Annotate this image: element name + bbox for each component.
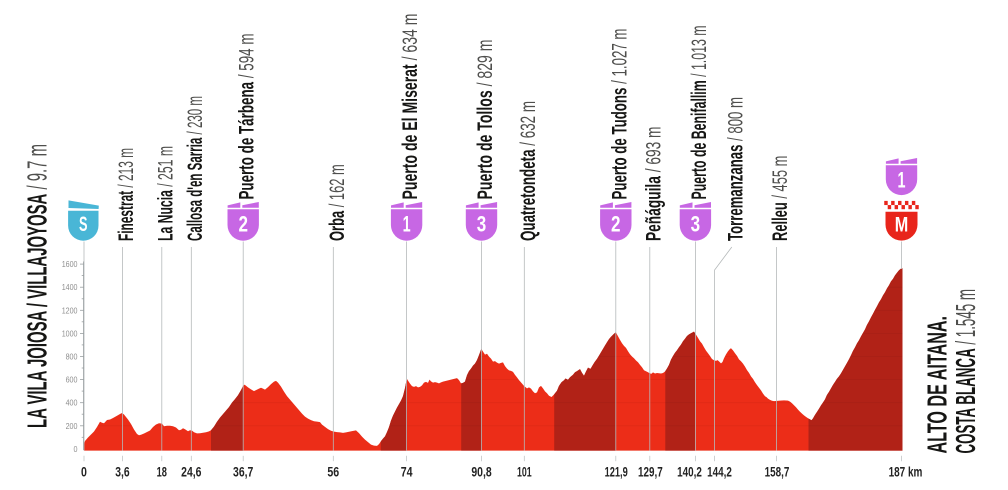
- svg-text:101: 101: [517, 464, 532, 480]
- svg-text:La Nucia / 251 m: La Nucia / 251 m: [154, 146, 177, 241]
- svg-text:158,7: 158,7: [765, 464, 790, 480]
- svg-text:Torremanzanas / 800 m: Torremanzanas / 800 m: [724, 97, 747, 241]
- svg-text:144,2: 144,2: [707, 464, 732, 480]
- svg-text:0: 0: [81, 464, 87, 480]
- svg-text:3: 3: [477, 211, 487, 236]
- svg-text:Quatretondeta / 632 m: Quatretondeta / 632 m: [517, 101, 540, 241]
- svg-text:Puerto de Benifallim / 1.013 m: Puerto de Benifallim / 1.013 m: [688, 26, 711, 200]
- svg-text:2: 2: [238, 211, 248, 236]
- svg-text:Callosa d'en Sarria / 230 m: Callosa d'en Sarria / 230 m: [184, 96, 207, 241]
- svg-text:400: 400: [66, 399, 78, 408]
- svg-text:Peñáguila / 693 m: Peñáguila / 693 m: [642, 127, 665, 241]
- svg-text:121,9: 121,9: [605, 464, 628, 480]
- svg-text:1: 1: [403, 211, 411, 236]
- svg-text:Finestrat / 213 m: Finestrat / 213 m: [115, 148, 138, 241]
- svg-text:2: 2: [611, 211, 621, 236]
- svg-text:36,7: 36,7: [233, 464, 253, 480]
- svg-text:M: M: [895, 214, 909, 237]
- svg-text:56: 56: [327, 464, 339, 480]
- svg-text:18: 18: [157, 464, 167, 480]
- svg-text:800: 800: [66, 353, 78, 362]
- svg-text:1600: 1600: [62, 260, 78, 269]
- svg-text:Relleu / 455 m: Relleu / 455 m: [769, 156, 792, 241]
- svg-text:S: S: [79, 213, 88, 236]
- svg-text:Puerto de Tollos / 829 m: Puerto de Tollos / 829 m: [474, 40, 497, 200]
- svg-text:1000: 1000: [62, 329, 78, 338]
- svg-text:187 km: 187 km: [889, 464, 923, 480]
- svg-text:129,7: 129,7: [638, 464, 663, 480]
- svg-text:3,6: 3,6: [115, 464, 130, 480]
- svg-text:LA VILA JOIOSA / VILLAJOYOSA /: LA VILA JOIOSA / VILLAJOYOSA / 9.7 m: [22, 144, 53, 428]
- svg-text:COSTA BLANCA / 1.545 m: COSTA BLANCA / 1.545 m: [950, 289, 981, 454]
- svg-text:0: 0: [74, 445, 78, 454]
- svg-text:1400: 1400: [62, 283, 78, 292]
- svg-text:Orba / 162 m: Orba / 162 m: [326, 164, 349, 241]
- svg-text:Puerto de El Miserat / 634 m: Puerto de El Miserat / 634 m: [399, 14, 422, 200]
- svg-text:24,6: 24,6: [181, 464, 201, 480]
- svg-text:600: 600: [66, 376, 78, 385]
- svg-text:ALTO DE AITANA.: ALTO DE AITANA.: [922, 316, 953, 454]
- svg-text:1: 1: [898, 167, 906, 192]
- svg-text:Puerto de Tárbena / 594 m: Puerto de Tárbena / 594 m: [236, 34, 259, 200]
- svg-text:3: 3: [691, 211, 701, 236]
- svg-text:90,8: 90,8: [471, 464, 491, 480]
- svg-text:Puerto de Tudons / 1.027 m: Puerto de Tudons / 1.027 m: [608, 29, 631, 200]
- svg-text:1200: 1200: [62, 306, 78, 315]
- svg-text:140,2: 140,2: [677, 464, 702, 480]
- svg-text:74: 74: [401, 464, 413, 480]
- svg-text:200: 200: [66, 422, 78, 431]
